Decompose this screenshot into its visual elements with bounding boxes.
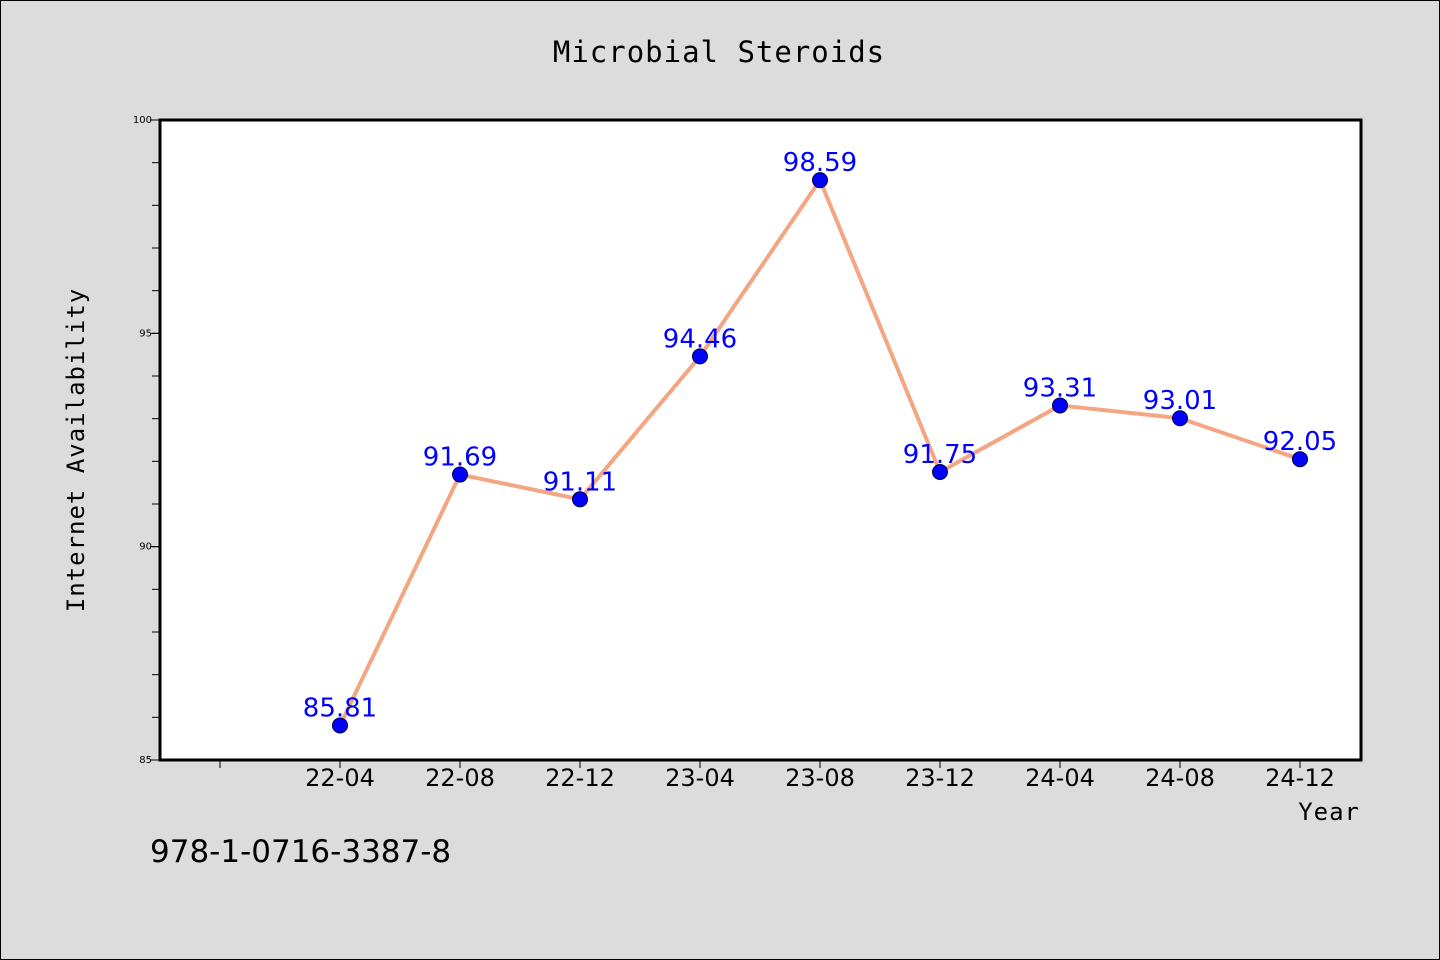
data-label: 85.81 (303, 693, 377, 723)
data-label: 94.46 (663, 324, 737, 354)
data-label: 91.11 (543, 467, 617, 497)
isbn-text: 978-1-0716-3387-8 (150, 834, 452, 870)
data-label: 91.75 (903, 440, 977, 470)
data-point (1172, 410, 1188, 427)
x-tick-label: 24-04 (1025, 764, 1095, 792)
data-label: 93.01 (1143, 386, 1217, 416)
y-axis-label: Internet Availability (62, 288, 90, 612)
x-axis-label: Year (1298, 798, 1360, 826)
data-label: 98.59 (783, 148, 857, 178)
x-tick-label: 22-12 (545, 764, 615, 792)
x-tick-label: 23-12 (905, 764, 975, 792)
y-tick-label: 100 (133, 115, 152, 126)
x-tick-label: 22-04 (305, 764, 375, 792)
data-point (692, 348, 708, 365)
x-tick-label: 24-12 (1265, 764, 1335, 792)
data-point (932, 464, 948, 480)
y-tick-label: 90 (139, 542, 152, 553)
data-point (572, 491, 588, 508)
data-label: 92.05 (1263, 427, 1337, 457)
plot-border (158, 118, 1363, 762)
x-tick-label: 24-08 (1145, 764, 1215, 792)
data-label: 91.69 (423, 443, 497, 473)
plot-area (160, 120, 1361, 760)
y-tick-label: 85 (139, 755, 152, 766)
chart-title: Microbial Steroids (553, 35, 885, 69)
data-point (452, 466, 468, 483)
data-point (1052, 397, 1068, 414)
x-tick-label: 23-04 (665, 764, 735, 792)
y-axis-ticks: 85 90 95 100 (133, 115, 160, 766)
data-point (812, 172, 828, 189)
y-tick-label: 95 (139, 328, 152, 339)
data-point (332, 717, 348, 734)
x-axis-ticks: 22-04 22-08 22-12 23-04 23-08 23-12 24-04 24-08… (219, 760, 1335, 792)
data-point (1292, 451, 1308, 468)
data-label: 93.31 (1023, 373, 1097, 403)
x-tick-label: 22-08 (425, 764, 495, 792)
data-markers (332, 172, 1308, 734)
x-tick-label: 23-08 (785, 764, 855, 792)
data-labels: 85.81 91.69 91.11 94.46 98.59 91.75 93.31 93.01… (303, 148, 1337, 723)
